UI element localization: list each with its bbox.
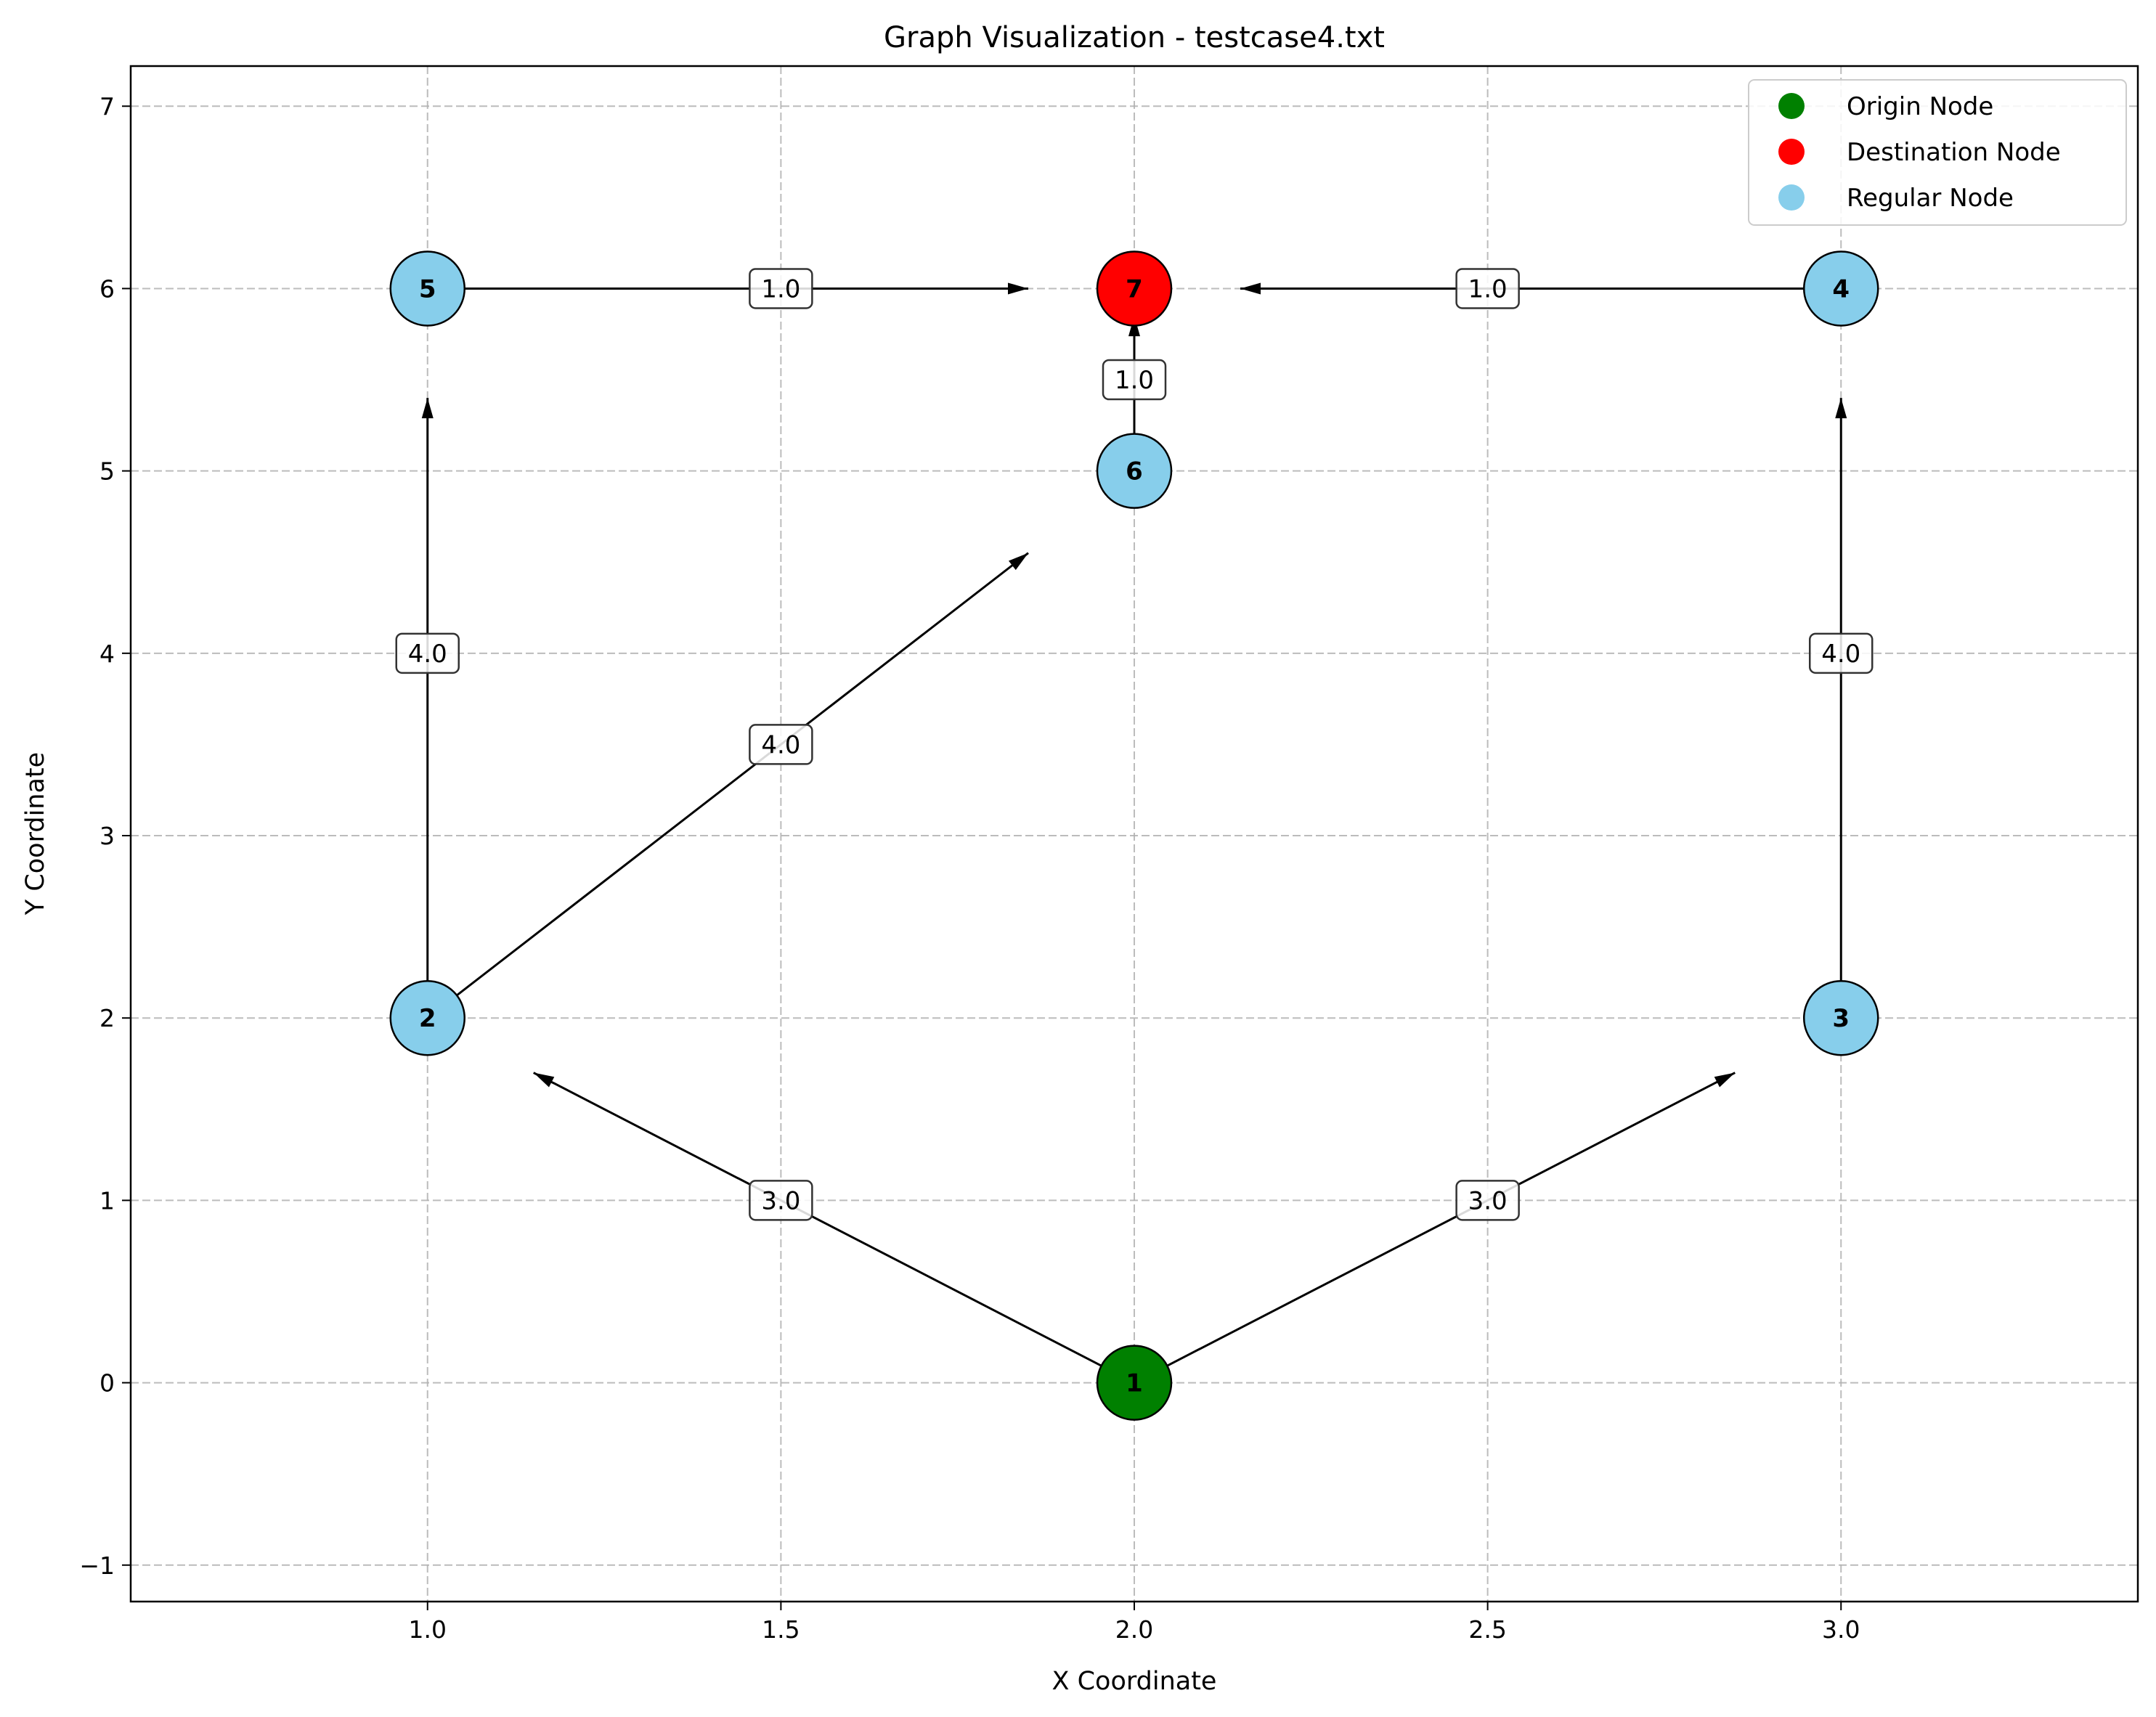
node-label: 3 (1832, 1004, 1850, 1033)
edge-arrowhead (1008, 552, 1029, 571)
node-marker (1096, 250, 1173, 327)
edge-label-box (749, 1180, 813, 1221)
edge-weight-label: 1.0 (761, 274, 800, 303)
edge-weight-label: 4.0 (408, 640, 447, 669)
y-axis-label: Y Coordinate (21, 752, 50, 915)
node-label: 4 (1832, 274, 1850, 303)
x-tick-label: 2.0 (1115, 1615, 1153, 1644)
x-tick-label: 1.5 (762, 1615, 800, 1644)
nodes: 1 2 3 4 5 6 7 (389, 250, 1879, 1421)
edge-weight-label: 4.0 (761, 730, 800, 759)
edge-line (453, 552, 1029, 999)
node-label: 7 (1126, 274, 1143, 303)
y-tick-label: −1 (79, 1551, 115, 1580)
x-tick-label: 1.0 (409, 1615, 447, 1644)
edge-arrowhead (533, 1072, 555, 1088)
edge-weight-label: 1.0 (1468, 274, 1508, 303)
legend-label: Regular Node (1847, 184, 2014, 213)
y-tick-label: 2 (99, 1004, 115, 1032)
x-tick-label: 3.0 (1822, 1615, 1860, 1644)
y-tick-label: 0 (99, 1369, 115, 1398)
edge-weight-label: 3.0 (1468, 1186, 1508, 1215)
chart-title: Graph Visualization - testcase4.txt (884, 21, 1385, 54)
legend-marker (1778, 139, 1805, 165)
edge-label-box (395, 632, 460, 674)
node-label: 5 (419, 274, 436, 303)
node-marker (1096, 1345, 1173, 1421)
node-marker (389, 979, 466, 1056)
node-label: 2 (419, 1004, 436, 1033)
legend: Origin Node Destination Node Regular Node (1748, 79, 2127, 226)
x-tick-label: 2.5 (1468, 1615, 1506, 1644)
legend-marker (1778, 93, 1805, 119)
edge-arrowhead (1714, 1072, 1736, 1088)
y-tick-label: 4 (99, 640, 115, 668)
edge-weight-label: 1.0 (1115, 366, 1154, 395)
edge-label-box (1455, 268, 1520, 309)
edge-weight-label: 3.0 (761, 1186, 800, 1215)
edges: 3.0 3.0 4.0 4.0 4.0 1.0 1.0 1.0 (395, 268, 1874, 1369)
legend-label: Origin Node (1847, 92, 1993, 121)
node-label: 1 (1126, 1369, 1143, 1398)
node-label: 6 (1126, 457, 1143, 486)
axis-ticks: 1.0 1.5 2.0 2.5 3.0 −1 0 1 2 3 4 5 6 7 (79, 92, 1860, 1644)
edge-line (1163, 1072, 1736, 1369)
edge-arrowhead (1240, 282, 1261, 295)
y-tick-label: 1 (99, 1186, 115, 1215)
edge-label-box (749, 268, 813, 309)
edge-label-box (1455, 1180, 1520, 1221)
edge-label-box (1808, 632, 1874, 674)
legend-marker (1778, 184, 1805, 211)
y-tick-label: 6 (99, 274, 115, 303)
edge-weight-label: 4.0 (1821, 640, 1860, 669)
y-tick-label: 5 (99, 457, 115, 486)
edge-arrowhead (1835, 398, 1847, 419)
legend-box (1748, 79, 2127, 226)
node-marker (1802, 250, 1879, 327)
edge-arrowhead (421, 398, 434, 419)
x-axis-label: X Coordinate (1052, 1667, 1217, 1696)
edge-line (533, 1072, 1105, 1369)
legend-label: Destination Node (1847, 138, 2061, 167)
edge-label-box (1102, 359, 1167, 401)
node-marker (1096, 433, 1173, 509)
node-marker (389, 250, 466, 327)
y-tick-label: 7 (99, 92, 115, 121)
node-marker (1802, 979, 1879, 1056)
edge-arrowhead (1008, 282, 1029, 295)
edge-label-box (749, 724, 813, 765)
y-tick-label: 3 (99, 822, 115, 850)
